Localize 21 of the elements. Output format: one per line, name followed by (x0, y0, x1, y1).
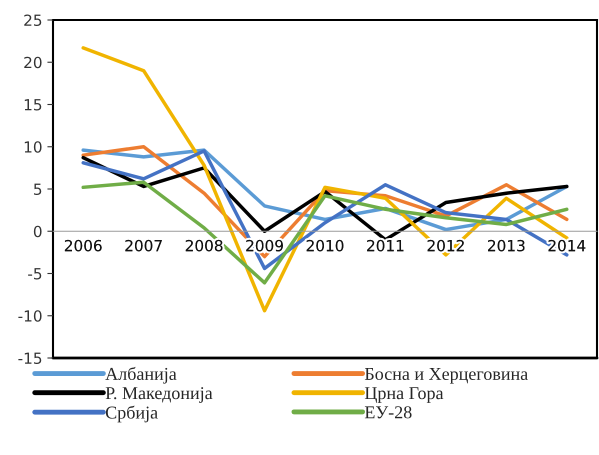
x-tick-label: 2006 (64, 240, 102, 252)
y-tick-label: 20 (24, 56, 42, 68)
x-tick-label: 2013 (488, 240, 525, 252)
y-tick-label: -10 (18, 310, 42, 322)
legend-label: Црна Гора (364, 387, 444, 403)
legend-label: Р. Македонија (106, 387, 212, 403)
y-tick-label: 5 (34, 184, 42, 196)
x-tick-label: 2011 (367, 240, 404, 252)
legend-label: Албанија (105, 366, 177, 384)
y-tick-label: 15 (24, 99, 42, 111)
y-tick-label: 10 (24, 141, 42, 153)
legend-label: Србија (106, 406, 158, 422)
x-tick-label: 2010 (306, 240, 344, 252)
legend-label: Босна и Херцеговина (364, 368, 528, 384)
y-tick-label: 0 (34, 226, 42, 238)
legend-label: ЕУ-28 (364, 406, 412, 418)
x-tick-label: 2008 (186, 240, 223, 252)
x-tick-label: 2007 (125, 240, 162, 252)
y-tick-label: 25 (24, 14, 42, 26)
y-tick-label: -15 (18, 352, 42, 364)
y-tick-label: -5 (28, 268, 42, 280)
